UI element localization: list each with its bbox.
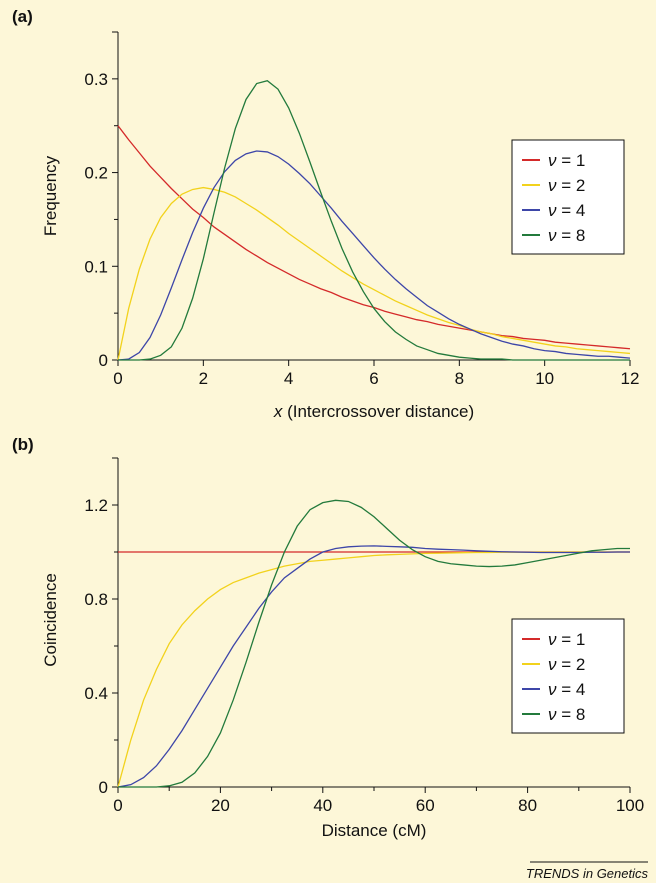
- panel-a-label: (a): [12, 7, 33, 26]
- legend-variable: ν: [548, 176, 557, 195]
- legend-variable: ν: [548, 226, 557, 245]
- panel-b-ticks: 0 20 40 60 80 100 0 0.4 0.8 1.2: [84, 457, 644, 815]
- panel-b-y-axis-title: Coincidence: [41, 573, 60, 667]
- legend-value: 1: [576, 151, 585, 170]
- legend-label-v2: ν = 2: [548, 655, 585, 674]
- panel-a-x-axis-variable: x: [273, 402, 283, 421]
- panel-b-label: (b): [12, 435, 34, 454]
- panel-a-x-tick-label: 8: [455, 369, 464, 388]
- panel-a-x-tick-label: 2: [199, 369, 208, 388]
- panel-a-x-tick-label: 4: [284, 369, 293, 388]
- legend-label-v4: ν = 4: [548, 201, 585, 220]
- panel-b-legend-items: ν = 1ν = 2ν = 4ν = 8: [522, 630, 585, 724]
- panel-b-x-tick-label: 0: [113, 796, 122, 815]
- panel-a-x-tick-label: 6: [369, 369, 378, 388]
- series-line-v4: [117, 545, 630, 788]
- panel-b-y-tick-label: 1.2: [84, 496, 108, 515]
- panel-a-y-tick-label: 0.3: [84, 70, 108, 89]
- panel-a-y-axis-title: Frequency: [41, 155, 60, 236]
- panel-b-coincidence-chart: (b) 0 20 40 60 80 100 0 0.4 0.8 1.2 Coincidence D…: [12, 435, 644, 840]
- panel-a-x-tick-label: 10: [535, 369, 554, 388]
- legend-variable: ν: [548, 151, 557, 170]
- panel-b-legend: ν = 1ν = 2ν = 4ν = 8: [511, 618, 625, 734]
- panel-b-x-tick-label: 60: [416, 796, 435, 815]
- legend-label-v8: ν = 8: [548, 705, 585, 724]
- legend-label-v2: ν = 2: [548, 176, 585, 195]
- panel-a-y-tick-label: 0.2: [84, 164, 108, 183]
- series-line-v8: [118, 499, 630, 788]
- panel-a-x-axis-title-text: (Intercrossover distance): [282, 402, 474, 421]
- panel-b-x-tick-label: 40: [313, 796, 332, 815]
- panel-b-x-axis-title-text: Distance (cM): [322, 821, 427, 840]
- legend-variable: ν: [548, 705, 557, 724]
- panel-a-legend: ν = 1ν = 2ν = 4ν = 8: [511, 139, 625, 255]
- legend-equals: =: [557, 630, 576, 649]
- legend-equals: =: [557, 201, 576, 220]
- legend-equals: =: [557, 655, 576, 674]
- panel-a-x-axis-title: x (Intercrossover distance): [273, 402, 474, 421]
- series-line-v8: [118, 80, 630, 361]
- legend-label-v1: ν = 1: [548, 151, 585, 170]
- legend-value: 2: [576, 655, 585, 674]
- legend-equals: =: [557, 705, 576, 724]
- panel-a-series: [117, 80, 631, 361]
- legend-variable: ν: [548, 655, 557, 674]
- panel-b-y-tick-label: 0.8: [84, 590, 108, 609]
- legend-equals: =: [557, 176, 576, 195]
- series-line-v4: [117, 150, 631, 361]
- panel-b-series: [117, 499, 630, 788]
- panel-a-y-tick-label: 0: [99, 351, 108, 370]
- legend-value: 2: [576, 176, 585, 195]
- legend-variable: ν: [548, 201, 557, 220]
- legend-value: 1: [576, 630, 585, 649]
- legend-variable: ν: [548, 630, 557, 649]
- series-line-v2: [117, 186, 631, 361]
- legend-equals: =: [557, 680, 576, 699]
- panel-b-x-tick-label: 20: [211, 796, 230, 815]
- panel-a-x-tick-label: 0: [113, 369, 122, 388]
- legend-equals: =: [557, 151, 576, 170]
- legend-value: 8: [576, 226, 585, 245]
- panel-a-x-tick-label: 12: [621, 369, 640, 388]
- legend-equals: =: [557, 226, 576, 245]
- panel-b-y-tick-label: 0.4: [84, 684, 108, 703]
- panel-a-y-tick-label: 0.1: [84, 257, 108, 276]
- legend-label-v8: ν = 8: [548, 226, 585, 245]
- panel-b-x-tick-label: 100: [616, 796, 644, 815]
- panel-a-legend-items: ν = 1ν = 2ν = 4ν = 8: [522, 151, 585, 245]
- panel-b-y-tick-label: 0: [99, 778, 108, 797]
- legend-variable: ν: [548, 680, 557, 699]
- legend-value: 8: [576, 705, 585, 724]
- panel-b-x-axis-title: Distance (cM): [322, 821, 427, 840]
- legend-value: 4: [576, 680, 585, 699]
- legend-label-v4: ν = 4: [548, 680, 585, 699]
- credit-text: TRENDS in Genetics: [526, 866, 649, 881]
- legend-value: 4: [576, 201, 585, 220]
- panel-b-x-tick-label: 80: [518, 796, 537, 815]
- legend-label-v1: ν = 1: [548, 630, 585, 649]
